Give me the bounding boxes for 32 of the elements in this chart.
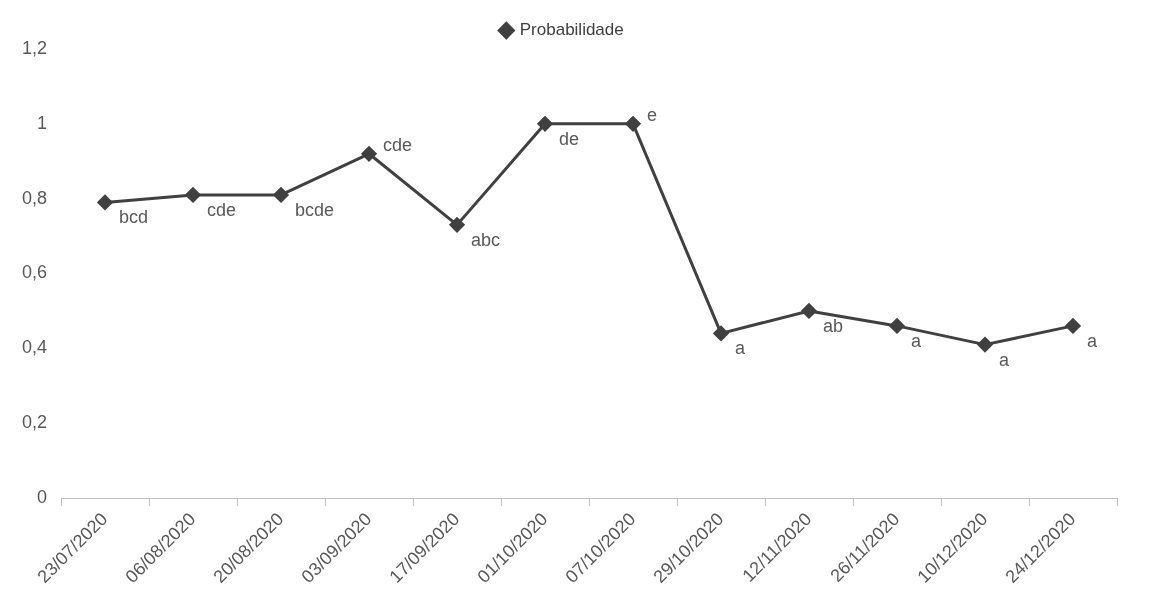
point [625,116,641,132]
data-label: de [559,128,580,149]
y-tick-label: 0,8 [21,187,48,208]
point [273,187,289,203]
y-tick-label: 1 [37,112,48,133]
data-label: a [911,330,922,351]
point [185,187,201,203]
point [361,146,377,162]
point [537,116,553,132]
y-tick-label: 0 [37,486,48,507]
point [713,325,729,341]
data-label: a [735,338,747,359]
data-label: cde [383,134,413,155]
data-label: ab [823,315,844,336]
point [889,318,905,334]
data-label: bcd [119,207,149,228]
point [1065,318,1081,334]
data-label: cde [207,199,237,220]
point [449,217,465,233]
data-label: e [647,104,658,125]
y-tick-label: 1,2 [21,37,48,58]
point [801,303,817,319]
y-tick-label: 0,6 [21,262,48,283]
y-tick-label: 0,4 [21,337,48,358]
legend-label: Probabilidade [519,20,624,40]
point [977,337,993,353]
data-label: a [1087,330,1098,351]
data-label: abc [471,229,501,250]
data-label: bcde [295,199,335,220]
data-label: a [999,349,1010,370]
point [97,194,113,210]
y-tick-label: 0,2 [21,412,48,433]
